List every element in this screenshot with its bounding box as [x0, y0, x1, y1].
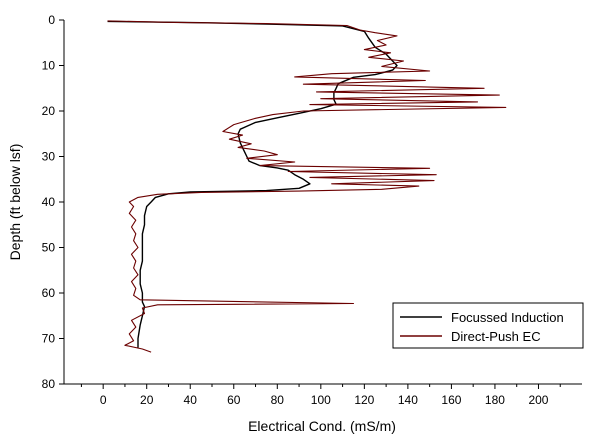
y-tick-label: 20 — [42, 104, 56, 118]
legend: Focussed Induction Direct-Push EC — [392, 302, 584, 349]
x-axis-title: Electrical Cond. (mS/m) — [248, 418, 396, 434]
x-tick-label: 0 — [100, 393, 107, 407]
y-tick-label: 50 — [42, 241, 56, 255]
x-tick-label: 80 — [271, 393, 285, 407]
x-tick-label: 140 — [398, 393, 418, 407]
x-tick-label: 60 — [227, 393, 241, 407]
legend-label-focussed-induction: Focussed Induction — [451, 310, 564, 325]
series-line-direct-push-ec — [107, 20, 507, 353]
legend-box — [392, 302, 584, 349]
x-tick-label: 160 — [441, 393, 461, 407]
series-line-focussed-induction — [107, 20, 398, 348]
y-tick-label: 10 — [42, 59, 56, 73]
x-tick-label: 200 — [528, 393, 548, 407]
y-tick-label: 30 — [42, 150, 56, 164]
y-tick-label: 80 — [42, 377, 56, 391]
y-tick-label: 70 — [42, 332, 56, 346]
x-tick-label: 40 — [184, 393, 198, 407]
y-tick-label: 60 — [42, 286, 56, 300]
x-tick-label: 120 — [354, 393, 374, 407]
y-tick-label: 40 — [42, 195, 56, 209]
series-layer — [107, 20, 507, 353]
x-tick-label: 100 — [311, 393, 331, 407]
x-tick-label: 20 — [140, 393, 154, 407]
y-tick-label: 0 — [48, 13, 55, 27]
x-tick-label: 180 — [485, 393, 505, 407]
axes-layer: 0 10 20 30 40 50 60 70 80 0 20 40 60 80 100 120 140 160 18… — [42, 13, 582, 407]
legend-label-direct-push-ec: Direct-Push EC — [451, 329, 541, 344]
y-axis-title: Depth (ft below lsf) — [7, 144, 23, 261]
